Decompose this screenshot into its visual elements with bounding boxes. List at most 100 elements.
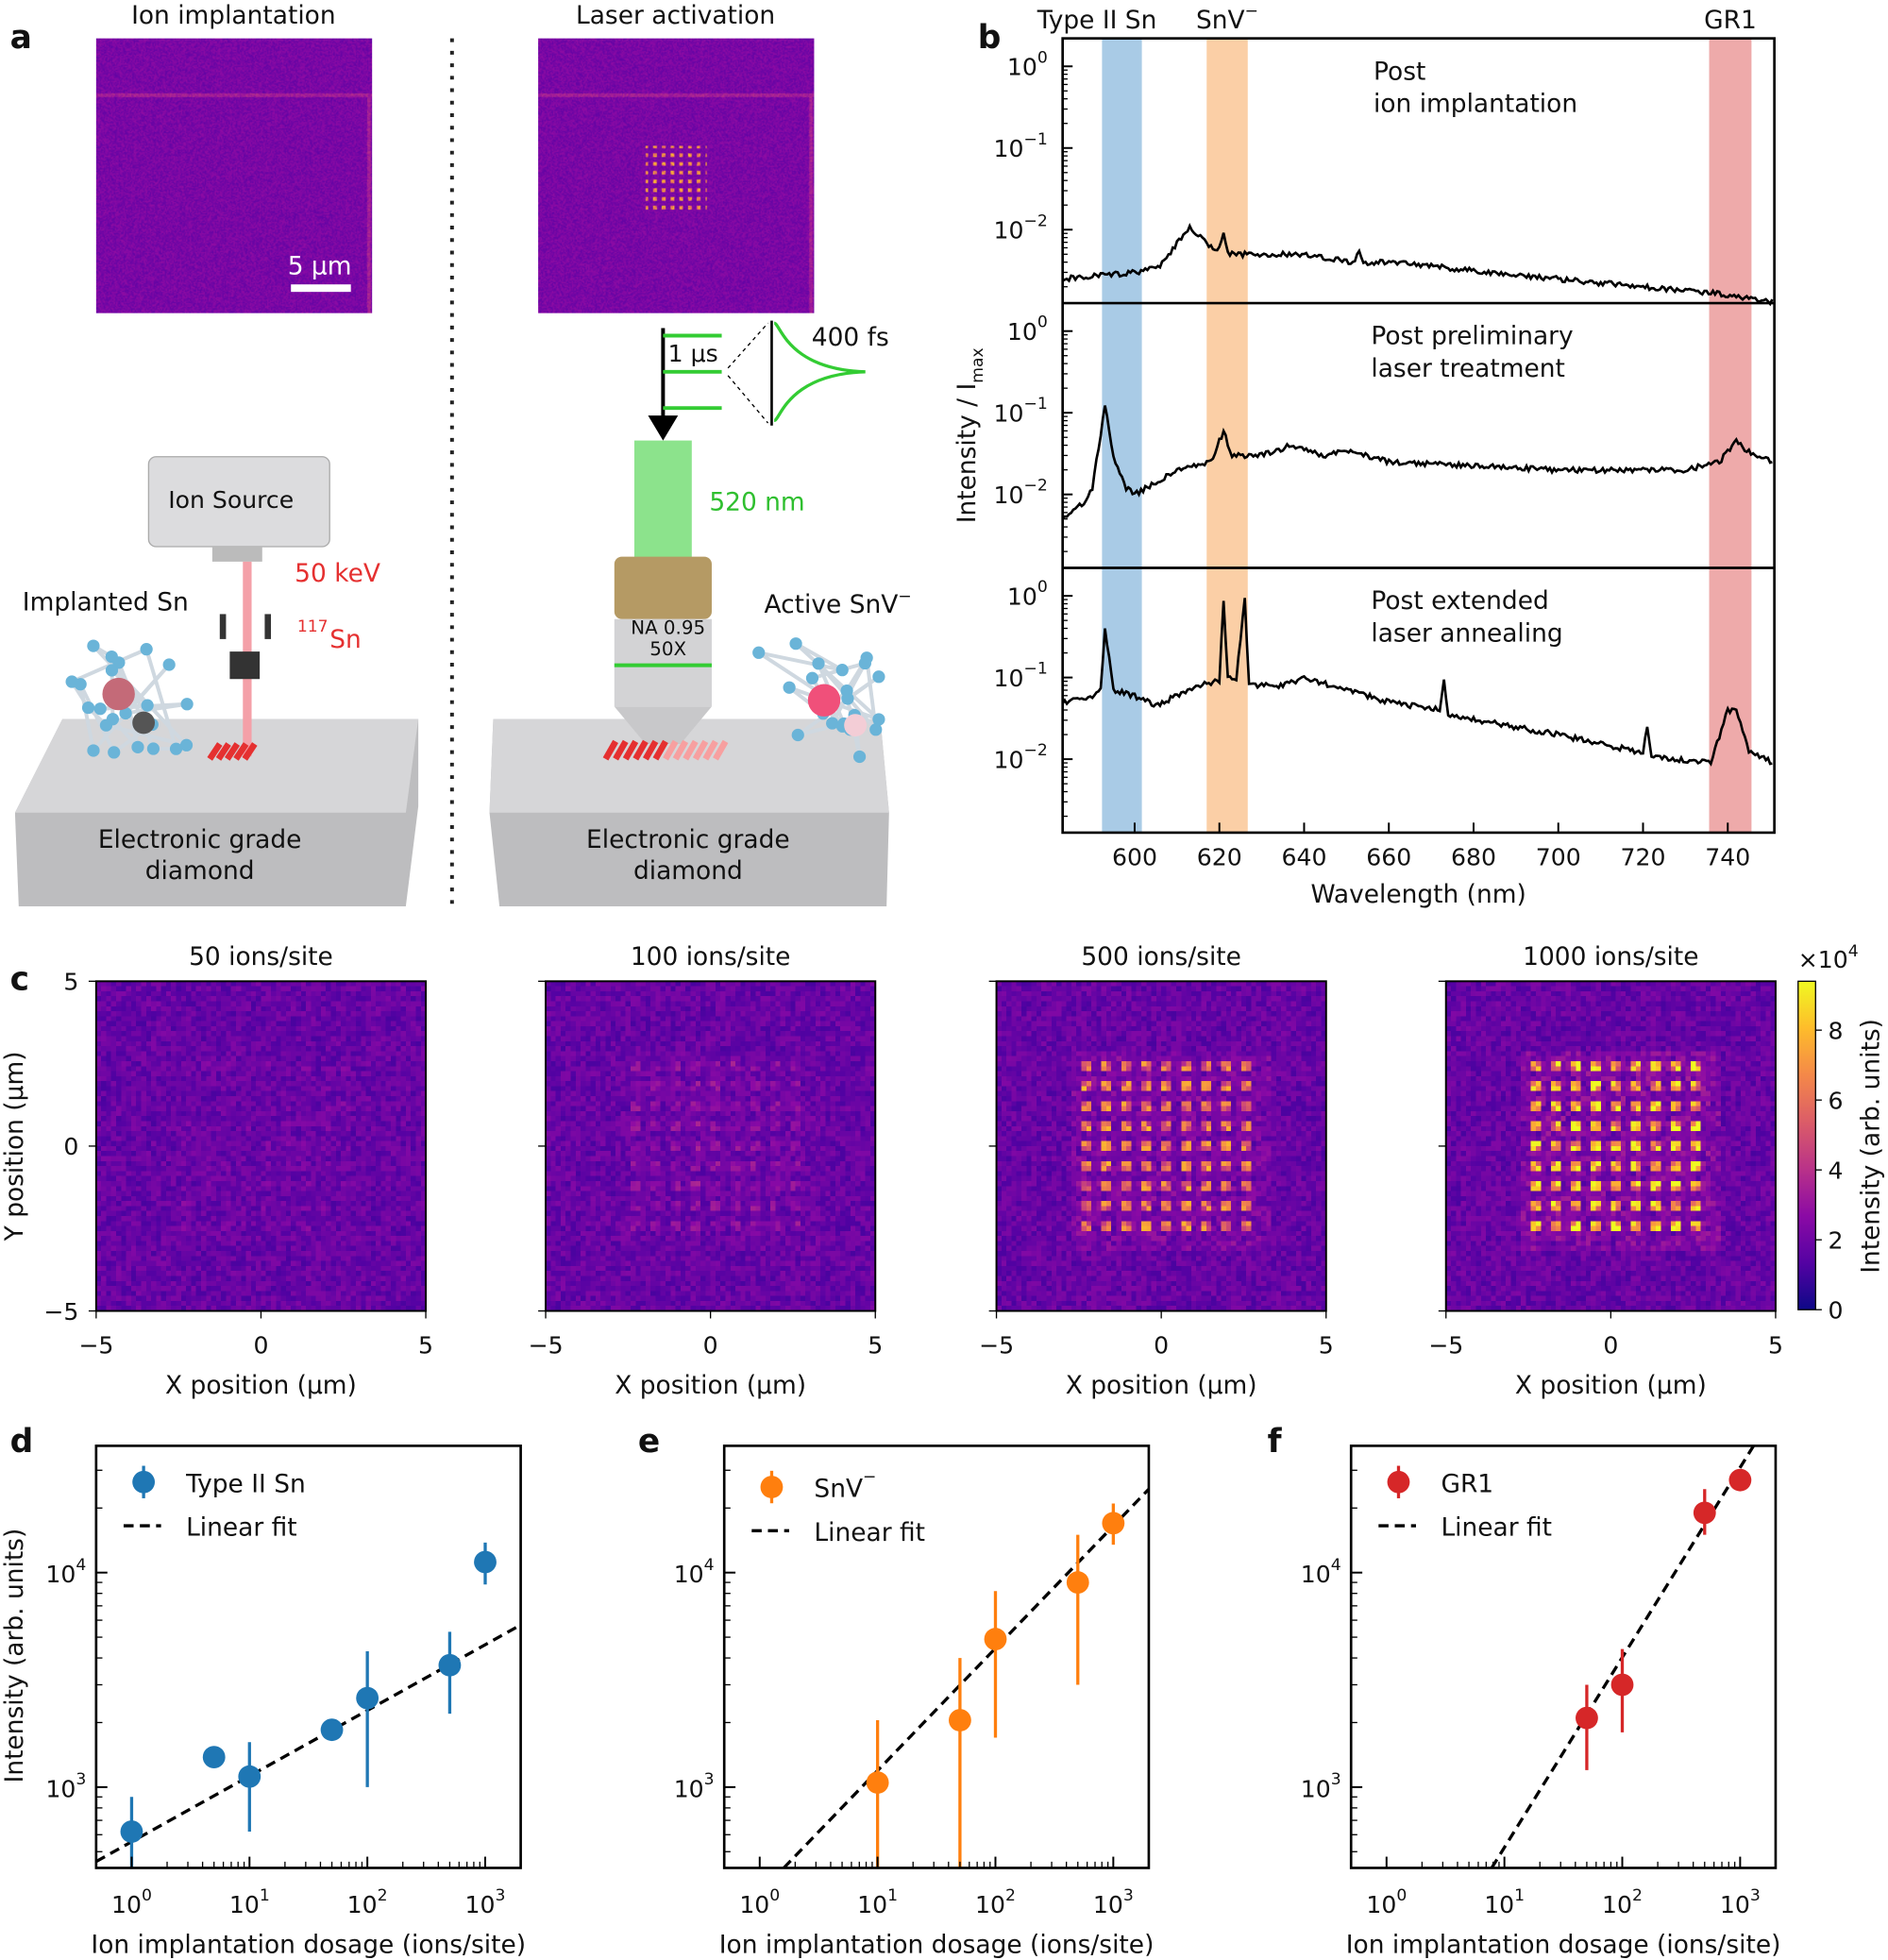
x-axis-label: X position (μm) xyxy=(1066,1371,1257,1400)
plot-frame xyxy=(1349,1445,1778,1869)
data-point xyxy=(984,1628,1007,1650)
pl-map-3 xyxy=(1445,981,1776,1311)
carbon-atom xyxy=(87,639,100,652)
colorbar-tick-label: 6 xyxy=(1829,1087,1844,1114)
carbon-atom xyxy=(852,750,867,764)
xtick-label: 102 xyxy=(975,1886,1016,1918)
ion-column xyxy=(702,739,718,761)
x-axis-label: Ion implantation dosage (ions/site) xyxy=(719,1930,1155,1959)
xtick-label: 103 xyxy=(1720,1886,1761,1918)
panel-label-c: c xyxy=(10,961,29,999)
pl-map-image xyxy=(546,981,876,1311)
ytick-label: 100 xyxy=(1007,578,1048,610)
lattice-bond xyxy=(758,651,843,672)
xtick-label: 660 xyxy=(1366,843,1411,870)
x-axis-label: X position (μm) xyxy=(1515,1371,1707,1400)
data-point xyxy=(866,1771,889,1794)
carbon-atom xyxy=(119,706,132,720)
panel-c-pl-maps: 50 ions/site −5 0 5 X position (μm) 5 0 −5 100 i… xyxy=(0,942,1886,1400)
panel-label-a: a xyxy=(10,19,32,57)
carbon-atom xyxy=(93,702,107,716)
ion-column xyxy=(602,739,618,761)
xtick-label: 740 xyxy=(1705,843,1750,870)
y-axis-label: Y position (μm) xyxy=(0,1051,29,1242)
carbon-atom xyxy=(179,738,194,752)
colorbar-multiplier: ×104 xyxy=(1798,942,1859,973)
pl-map-2 xyxy=(996,981,1326,1311)
panel-a: Ion implantation Laser activation 5 μm E… xyxy=(14,1,912,913)
ion-column xyxy=(652,739,668,761)
colorbar-label: Intensity (arb. units) xyxy=(1857,1019,1886,1274)
x-axis-label: X position (μm) xyxy=(165,1371,357,1400)
carbon-atom xyxy=(812,657,825,670)
band-label-0: Type II Sn xyxy=(1037,6,1157,35)
legend-marker xyxy=(132,1470,156,1494)
xtick-label: 100 xyxy=(1366,1886,1407,1918)
data-point xyxy=(1576,1706,1598,1730)
crystal-lattice-left xyxy=(65,639,194,759)
colorbar-tick-label: 2 xyxy=(1829,1226,1844,1254)
data-point xyxy=(238,1765,261,1788)
tin-atom xyxy=(807,684,841,717)
ytick-label: 104 xyxy=(1301,1556,1341,1588)
xtick-label: 5 xyxy=(868,1332,883,1360)
xtick-label: 102 xyxy=(347,1886,388,1918)
xtick-label: 103 xyxy=(1093,1886,1134,1918)
pulse-width-label: 400 fs xyxy=(812,323,889,352)
carbon-atom xyxy=(106,713,120,726)
xtick-label: 600 xyxy=(1112,843,1157,870)
legend-marker xyxy=(1387,1470,1410,1494)
laser-arrow xyxy=(648,415,679,441)
substrate-label-2: diamond xyxy=(145,856,255,886)
colorbar-tick-label: 4 xyxy=(1829,1157,1844,1184)
lattice-bond xyxy=(794,642,881,721)
data-point xyxy=(438,1653,462,1677)
xtick-label: 0 xyxy=(1603,1332,1618,1360)
ion-column xyxy=(713,739,729,761)
ion-column xyxy=(672,739,689,761)
map-title-1: 100 ions/site xyxy=(631,942,791,972)
isotope-mass: 117 xyxy=(297,617,329,636)
band-label-1: SnV− xyxy=(1196,2,1258,35)
map-title-2: 500 ions/site xyxy=(1081,942,1241,972)
spectrum-2 xyxy=(1061,598,1773,767)
ytick-label: 10−2 xyxy=(993,477,1047,509)
data-point xyxy=(202,1746,226,1769)
substrate-label-right-2: diamond xyxy=(633,856,743,886)
pl-map-1 xyxy=(546,981,876,1311)
ion-column xyxy=(622,739,639,761)
pl-image-laser-activation xyxy=(538,38,815,313)
ion-implantation-illustration: Electronic grade diamond Ion Source 50 k… xyxy=(14,456,419,906)
active-snv-label: Active SnV− xyxy=(765,587,912,619)
colorbar-tick-label: 0 xyxy=(1829,1296,1844,1324)
carbon-atom xyxy=(131,740,144,753)
panel-label-b: b xyxy=(978,19,1002,57)
pulse-period-label: 1 μs xyxy=(668,340,718,367)
y-axis-label: Intensity (arb. units) xyxy=(0,1529,29,1783)
linear-fit-line xyxy=(783,1488,1149,1868)
band-1 xyxy=(1206,38,1248,833)
spectrum-label-2: Post extended xyxy=(1371,586,1548,616)
implanted-sn-label: Implanted Sn xyxy=(23,587,189,617)
carbon-atom xyxy=(146,742,160,755)
pl-map-image xyxy=(1445,981,1776,1311)
ion-column xyxy=(224,742,241,761)
xtick-label: 102 xyxy=(1602,1886,1643,1918)
carbon-atom xyxy=(783,681,796,694)
laser-wavelength-label: 520 nm xyxy=(709,488,804,517)
xtick-label: 101 xyxy=(1484,1886,1525,1918)
x-axis-label: Wavelength (nm) xyxy=(1310,880,1526,909)
carbon-atom xyxy=(858,656,871,670)
vacancy xyxy=(844,714,867,737)
xtick-label: 640 xyxy=(1281,843,1326,870)
scale-bar xyxy=(291,284,351,293)
ytick-label: 103 xyxy=(1301,1770,1341,1802)
xtick-label: 620 xyxy=(1197,843,1242,870)
pl-map-image xyxy=(95,981,427,1311)
ion-implantation-title: Ion implantation xyxy=(131,1,336,30)
panel-e-snv: 100 101 102 103 104 103 Ion implantation dosag… xyxy=(674,1445,1155,1959)
pl-map-0 xyxy=(95,981,427,1311)
spectrum-label-0: ion implantation xyxy=(1374,90,1577,119)
lattice-bond xyxy=(105,723,188,748)
ytick-label: 104 xyxy=(45,1556,86,1588)
